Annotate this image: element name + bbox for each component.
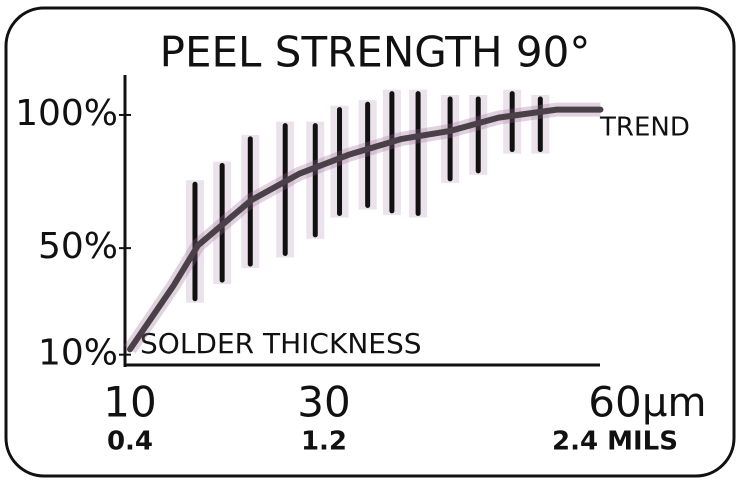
x2-tick-label: 0.4 — [107, 427, 153, 457]
chart-title: PEEL STRENGTH 90° — [160, 28, 591, 77]
y-tick-label: 100% — [15, 93, 118, 134]
x2-tick-label: 2.4 MILS — [552, 427, 678, 457]
x-unit: μm — [642, 380, 706, 426]
y-tick-label: 10% — [38, 333, 118, 374]
x-tick-label: 60 — [588, 378, 641, 427]
x-tick-label: 30 — [297, 378, 350, 427]
chart: PEEL STRENGTH 90° SOLDER THICKNESS μm 10… — [0, 0, 742, 485]
x2-tick-label: 1.2 — [301, 427, 347, 457]
y-tick-label: 50% — [38, 226, 118, 267]
x-axis-label: SOLDER THICKNESS — [140, 327, 422, 360]
legend-label: TREND — [599, 113, 690, 143]
x-tick-label: 10 — [103, 378, 156, 427]
